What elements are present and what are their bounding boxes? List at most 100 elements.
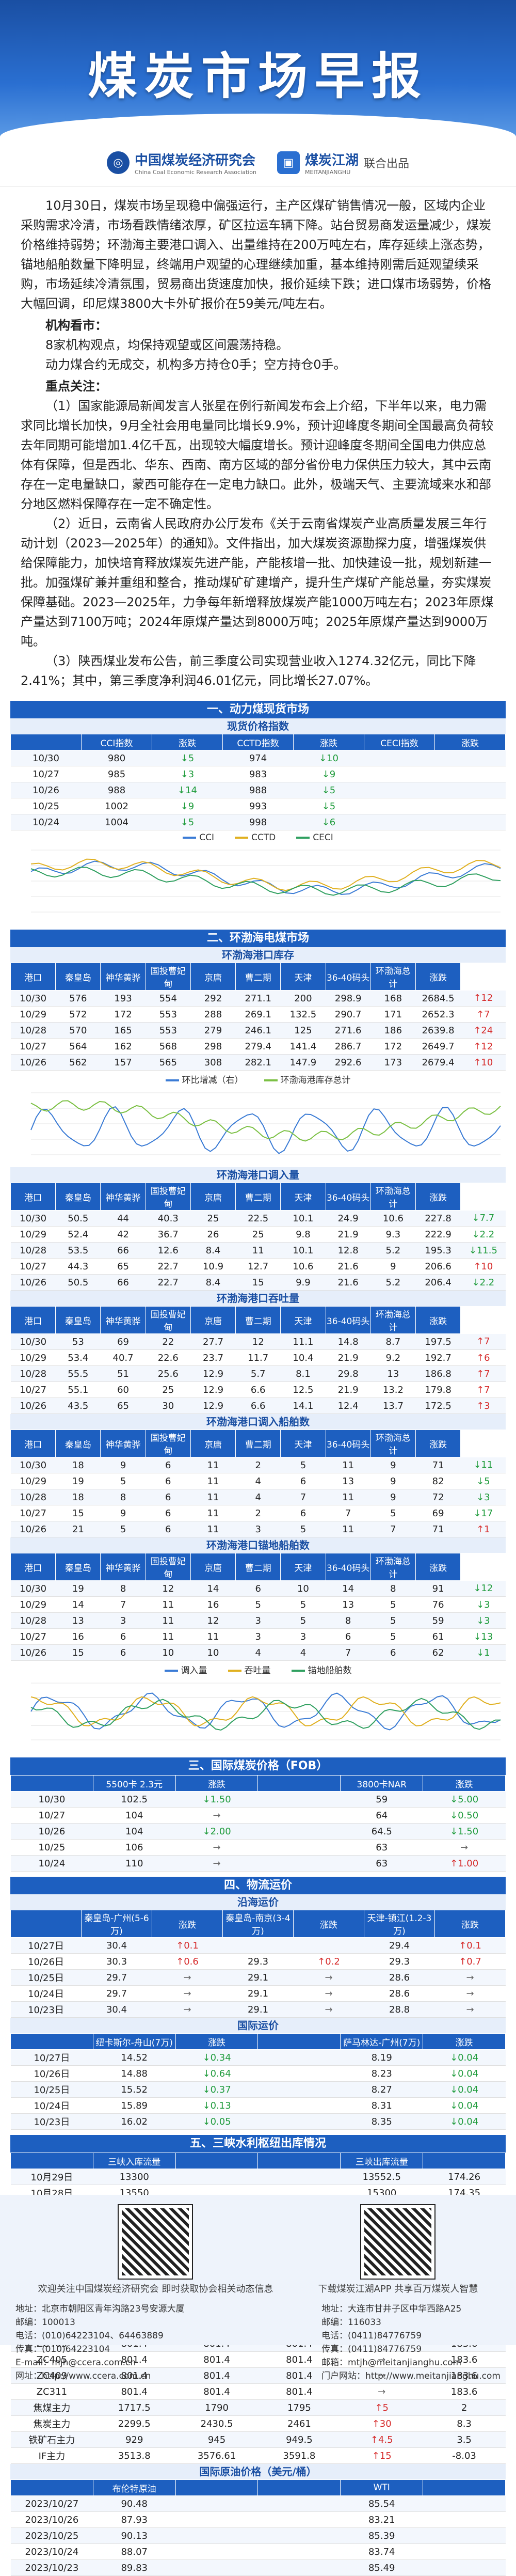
table-row: 10/27 16 6 11 11 3 3 6 5 61 ↓13 xyxy=(10,1628,506,1645)
table-cell: 12 xyxy=(190,1612,236,1629)
addr-right: 邮编：116033 xyxy=(321,2317,381,2328)
table-cell: ↑7 xyxy=(460,1365,506,1382)
table-cell: ↓0.50 xyxy=(423,1807,506,1824)
oil-price-table: 布伦特原油 WTI 2023/10/27 90.48 85.54 2023/10/26 87… xyxy=(10,2479,506,2576)
table-cell: 5 xyxy=(280,1596,326,1613)
table-cell: 7 xyxy=(326,1644,371,1661)
table-header: 涨跌 xyxy=(175,2033,259,2050)
table-cell xyxy=(434,814,506,830)
table-header: 京唐 xyxy=(190,1430,236,1457)
section-subtitle: 环渤海港口库存 xyxy=(10,947,506,963)
table-cell: 2023/10/23 xyxy=(10,2559,93,2576)
table-cell xyxy=(423,2559,506,2576)
table-cell: 11 xyxy=(146,1628,191,1645)
table-cell: ↓13 xyxy=(460,1628,506,1645)
table-header: 涨跌 xyxy=(434,1910,506,1938)
section-title: 二、环渤海电煤市场 xyxy=(10,930,506,947)
table-cell: 10/27 xyxy=(10,1628,56,1645)
table-header: 港口 xyxy=(10,1553,56,1581)
table-cell: → xyxy=(293,2001,364,2018)
table-cell: 564 xyxy=(55,1038,101,1055)
table-row: 10/28 55.5 51 25.6 12.9 5.7 8.1 29.8 13 186.8 ↑7 xyxy=(10,1365,506,1382)
table-cell: 10/28 xyxy=(10,1612,56,1629)
table-cell: 980 xyxy=(81,750,152,766)
table-cell xyxy=(175,2543,258,2560)
table-cell: 929 xyxy=(93,2431,176,2448)
table-header: 京唐 xyxy=(190,963,236,991)
table-cell: 104 xyxy=(93,1807,176,1824)
chart-legend: 调入量 吞吐量 锚地船舶数 xyxy=(10,1661,506,1678)
table-cell: 132.5 xyxy=(280,1006,326,1023)
table-row: 10/24日 29.7 → 29.1 → 28.6 → xyxy=(10,1985,506,2002)
spot-price-table: CCI指数 涨跌 CCTD指数 涨跌 CECI指数 涨跌 10/30 980 ↓5 974 ↓10 1… xyxy=(10,734,506,830)
table-cell: 173 xyxy=(370,1054,416,1071)
table-cell: 18 xyxy=(55,1489,101,1505)
table-cell: 10/28 xyxy=(10,1022,56,1039)
table-cell: 10/26 xyxy=(10,782,82,798)
bohai-stock-table: 港口 秦皇岛 神华黄骅 国投曹妃甸 京唐 曹二期 天津 36-40码头 环渤海总计 涨跌 10/30… xyxy=(10,963,506,1071)
table-row: 10/29 572 172 553 288 269.1 132.5 290.7 171 2652.… xyxy=(10,1006,506,1023)
addr-right: 地址：大连市甘井子区中华西路A25 xyxy=(321,2304,462,2314)
table-cell: ↓5 xyxy=(293,798,364,814)
table-cell: 59 xyxy=(415,1612,461,1629)
table-cell: 14.52 xyxy=(93,2049,176,2066)
table-cell: 11 xyxy=(190,1489,236,1505)
table-row: 10/30 50.5 44 40.3 25 22.5 10.1 24.9 10.6 227.8 ↓7… xyxy=(10,1210,506,1227)
table-header: 港口 xyxy=(10,1430,56,1457)
table-cell: 246.1 xyxy=(235,1022,281,1039)
table-cell: 53.4 xyxy=(55,1349,101,1366)
table-cell: 16 xyxy=(55,1628,101,1645)
table-cell: 30.4 xyxy=(81,2001,152,2018)
table-cell: 64 xyxy=(340,1807,423,1824)
page-title: 煤炭市场早报 xyxy=(88,48,428,105)
qr-code-icon[interactable] xyxy=(360,2204,436,2280)
table-cell: 10/24 xyxy=(10,814,82,830)
addr-left: 网址：http://www.ccera.com.cn xyxy=(15,2371,151,2381)
table-cell: 29.1 xyxy=(222,1969,294,1986)
table-cell: 15 xyxy=(55,1505,101,1521)
table-cell: 65 xyxy=(100,1397,146,1414)
qr-code-icon[interactable] xyxy=(118,2204,194,2280)
table-cell: 10/26 xyxy=(10,1644,56,1661)
table-cell: 227.8 xyxy=(415,1210,461,1227)
table-cell: 8.35 xyxy=(340,2113,423,2130)
table-header: 国投曹妃甸 xyxy=(145,1553,191,1581)
table-cell: 5 xyxy=(370,1596,416,1613)
table-row: 10/27 985 ↓3 983 ↓9 xyxy=(10,766,506,782)
table-cell: → xyxy=(434,1969,506,1986)
table-cell: 53 xyxy=(55,1333,101,1350)
table-cell: 12.9 xyxy=(190,1381,236,1398)
table-cell: 10/23日 xyxy=(10,2001,82,2018)
table-cell: ↓1.50 xyxy=(175,1791,258,1808)
table-cell xyxy=(257,2559,341,2576)
table-cell: 65 xyxy=(100,1258,146,1275)
table-cell: 13552.5 xyxy=(340,2169,423,2185)
table-cell: 焦煤主力 xyxy=(10,2399,93,2416)
section-spot-market: 一、动力煤现货市场 现货价格指数 CCI指数 涨跌 CCTD指数 涨跌 CECI指数 涨跌 10… xyxy=(10,701,506,924)
table-cell: 2679.4 xyxy=(415,1054,461,1071)
table-cell: 2652.3 xyxy=(415,1006,461,1023)
table-cell: 572 xyxy=(55,1006,101,1023)
table-cell: 10/23日 xyxy=(10,2113,93,2130)
table-header: 京唐 xyxy=(190,1183,236,1211)
table-row: 10/26日 14.88 ↓0.64 8.23 ↓0.04 xyxy=(10,2065,506,2082)
table-cell: ↓11.5 xyxy=(460,1242,506,1259)
table-cell: 2461 xyxy=(257,2415,341,2432)
legend-item: 调入量 xyxy=(164,1663,207,1676)
legend-item: 环渤海港库存总计 xyxy=(264,1073,351,1086)
table-cell: 25.6 xyxy=(146,1365,191,1382)
table-cell xyxy=(257,2169,341,2185)
table-cell: 553 xyxy=(146,1022,191,1039)
table-cell: 50.5 xyxy=(55,1210,101,1227)
table-cell: 10/27 xyxy=(10,1258,56,1275)
table-cell: ↓3 xyxy=(460,1489,506,1505)
table-cell: 10/26 xyxy=(10,1397,56,1414)
table-header: 天津 xyxy=(280,1306,326,1334)
table-cell: 985 xyxy=(81,766,152,782)
table-cell: 30.4 xyxy=(81,1937,152,1954)
table-cell: ↑0.2 xyxy=(293,1953,364,1970)
table-header xyxy=(10,1775,93,1792)
table-header: 神华黄骅 xyxy=(100,1183,146,1211)
table-cell: 10.1 xyxy=(280,1210,326,1227)
table-cell: 5 xyxy=(235,1596,281,1613)
